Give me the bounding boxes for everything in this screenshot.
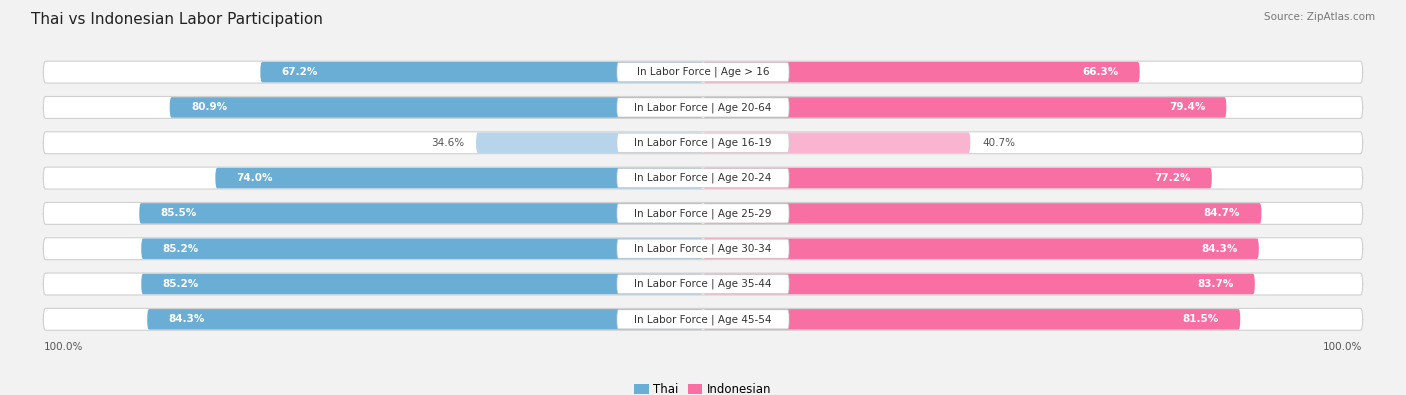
Text: In Labor Force | Age 20-24: In Labor Force | Age 20-24 (634, 173, 772, 183)
FancyBboxPatch shape (44, 273, 1362, 295)
Text: 74.0%: 74.0% (236, 173, 273, 183)
FancyBboxPatch shape (617, 204, 789, 223)
FancyBboxPatch shape (617, 169, 789, 188)
FancyBboxPatch shape (617, 275, 789, 293)
FancyBboxPatch shape (44, 167, 1362, 189)
FancyBboxPatch shape (617, 98, 789, 117)
Text: 85.5%: 85.5% (160, 209, 197, 218)
FancyBboxPatch shape (703, 132, 970, 153)
Text: In Labor Force | Age 45-54: In Labor Force | Age 45-54 (634, 314, 772, 325)
FancyBboxPatch shape (148, 309, 703, 329)
Text: Thai vs Indonesian Labor Participation: Thai vs Indonesian Labor Participation (31, 12, 323, 27)
FancyBboxPatch shape (44, 308, 1362, 330)
FancyBboxPatch shape (703, 168, 1212, 188)
FancyBboxPatch shape (703, 309, 1240, 329)
Text: In Labor Force | Age 25-29: In Labor Force | Age 25-29 (634, 208, 772, 219)
FancyBboxPatch shape (170, 97, 703, 118)
FancyBboxPatch shape (215, 168, 703, 188)
Text: 85.2%: 85.2% (163, 244, 198, 254)
FancyBboxPatch shape (44, 61, 1362, 83)
FancyBboxPatch shape (44, 96, 1362, 118)
Text: 81.5%: 81.5% (1182, 314, 1219, 324)
FancyBboxPatch shape (139, 203, 703, 224)
Text: 34.6%: 34.6% (432, 138, 464, 148)
FancyBboxPatch shape (703, 203, 1261, 224)
FancyBboxPatch shape (617, 62, 789, 82)
Text: In Labor Force | Age 20-64: In Labor Force | Age 20-64 (634, 102, 772, 113)
Text: Source: ZipAtlas.com: Source: ZipAtlas.com (1264, 12, 1375, 22)
FancyBboxPatch shape (44, 203, 1362, 224)
FancyBboxPatch shape (44, 132, 1362, 154)
Text: In Labor Force | Age 16-19: In Labor Force | Age 16-19 (634, 137, 772, 148)
Text: 66.3%: 66.3% (1083, 67, 1119, 77)
Text: 84.3%: 84.3% (169, 314, 205, 324)
FancyBboxPatch shape (703, 62, 1140, 83)
Text: 67.2%: 67.2% (281, 67, 318, 77)
Text: 79.4%: 79.4% (1168, 102, 1205, 113)
FancyBboxPatch shape (703, 274, 1254, 294)
FancyBboxPatch shape (617, 133, 789, 152)
FancyBboxPatch shape (141, 239, 703, 259)
Text: In Labor Force | Age > 16: In Labor Force | Age > 16 (637, 67, 769, 77)
Legend: Thai, Indonesian: Thai, Indonesian (634, 383, 772, 395)
Text: 100.0%: 100.0% (44, 342, 83, 352)
Text: 84.3%: 84.3% (1201, 244, 1237, 254)
FancyBboxPatch shape (44, 238, 1362, 260)
Text: 85.2%: 85.2% (163, 279, 198, 289)
FancyBboxPatch shape (141, 274, 703, 294)
FancyBboxPatch shape (260, 62, 703, 83)
Text: 80.9%: 80.9% (191, 102, 226, 113)
FancyBboxPatch shape (617, 310, 789, 329)
Text: 77.2%: 77.2% (1154, 173, 1191, 183)
Text: In Labor Force | Age 35-44: In Labor Force | Age 35-44 (634, 279, 772, 289)
FancyBboxPatch shape (703, 97, 1226, 118)
Text: 83.7%: 83.7% (1198, 279, 1233, 289)
FancyBboxPatch shape (703, 239, 1258, 259)
Text: 40.7%: 40.7% (983, 138, 1015, 148)
FancyBboxPatch shape (477, 132, 703, 153)
FancyBboxPatch shape (617, 239, 789, 258)
Text: 100.0%: 100.0% (1323, 342, 1362, 352)
Text: In Labor Force | Age 30-34: In Labor Force | Age 30-34 (634, 243, 772, 254)
Text: 84.7%: 84.7% (1204, 209, 1240, 218)
